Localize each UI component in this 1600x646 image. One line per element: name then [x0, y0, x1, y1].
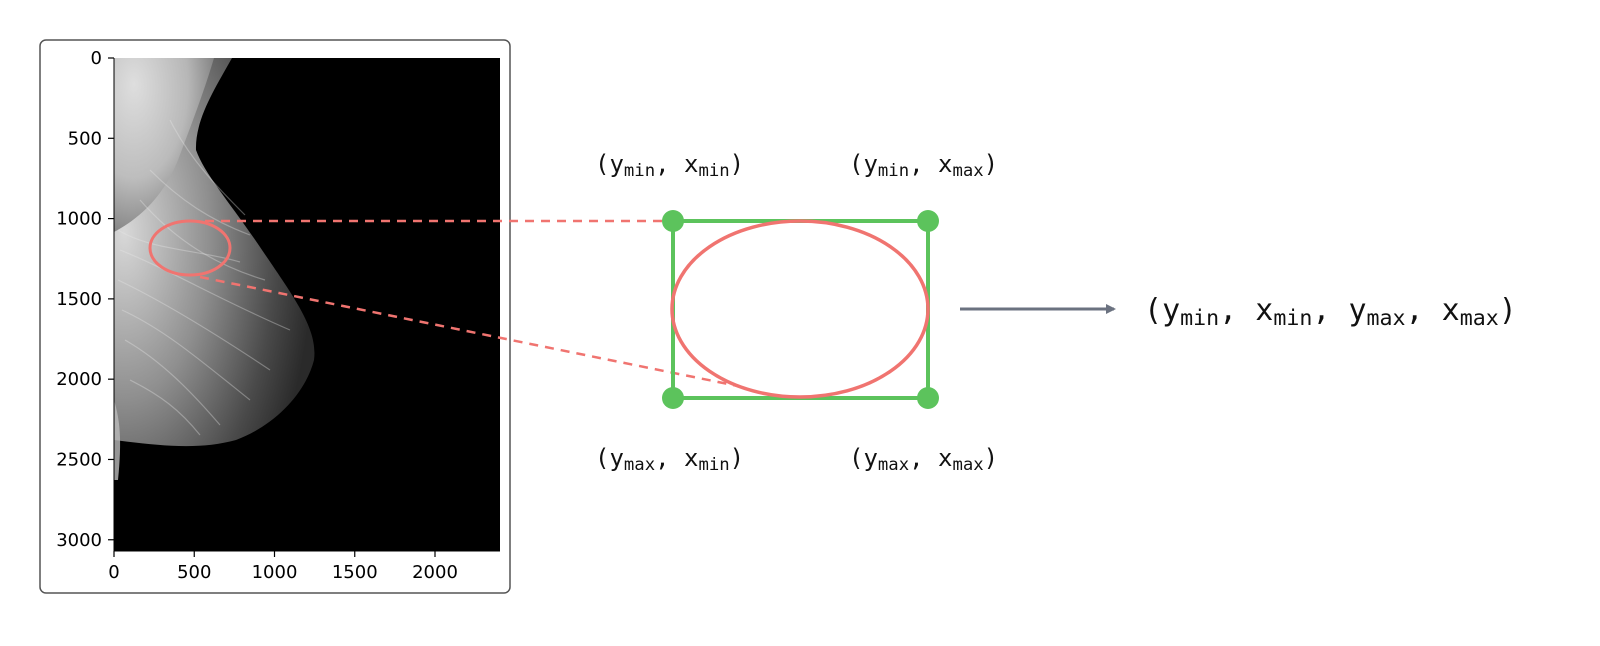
y-axis: 0 500 1000 1500 2000 2500 3000 [56, 48, 115, 551]
lesion-highlight [148, 219, 232, 277]
corner-dot-top-right [917, 210, 939, 232]
x-tick-label: 2000 [412, 562, 458, 583]
x-tick-label: 500 [177, 562, 211, 583]
corner-dot-top-left [662, 210, 684, 232]
corner-label-top-left: (ymin, xmin) [595, 150, 744, 181]
zoomed-lesion-ellipse [670, 219, 930, 399]
y-tick-label: 2000 [56, 369, 102, 390]
corner-dot-bottom-left [662, 387, 684, 409]
corner-dot-bottom-right [917, 387, 939, 409]
x-axis: 0 500 1000 1500 2000 [108, 550, 500, 583]
y-tick-label: 3000 [56, 530, 102, 551]
corner-label-top-right: (ymin, xmax) [849, 150, 998, 181]
x-tick-label: 1000 [252, 562, 298, 583]
x-tick-label: 0 [108, 562, 119, 583]
y-tick-label: 0 [91, 48, 102, 69]
mammogram-image [114, 58, 500, 551]
y-tick-label: 500 [68, 128, 102, 149]
result-tuple: (ymin, xmin, ymax, xmax) [1144, 293, 1517, 331]
connector-line-bottom [199, 275, 739, 388]
y-tick-label: 1000 [56, 209, 102, 230]
x-tick-label: 1500 [332, 562, 378, 583]
corner-label-bottom-left: (ymax, xmin) [595, 444, 744, 475]
y-tick-label: 1500 [56, 289, 102, 310]
corner-label-bottom-right: (ymax, xmax) [849, 444, 998, 475]
y-tick-label: 2500 [56, 449, 102, 470]
